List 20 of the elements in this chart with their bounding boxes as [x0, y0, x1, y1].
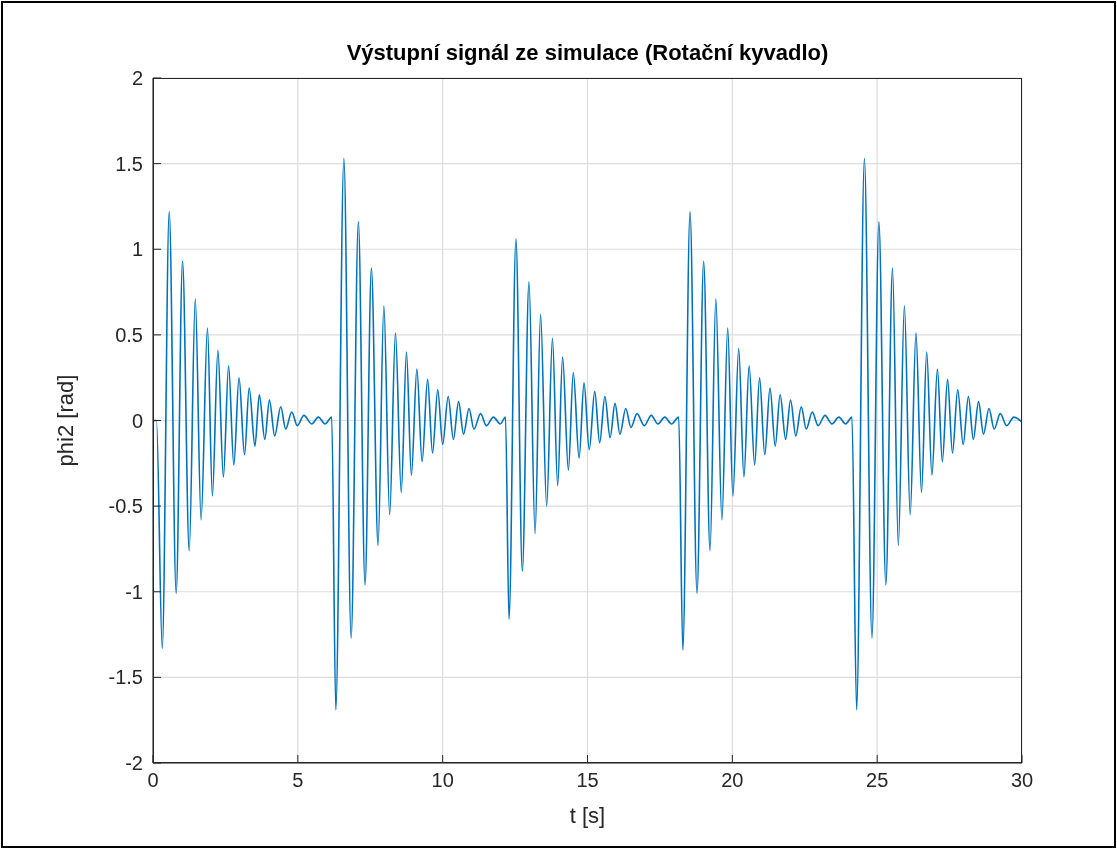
- x-tick-label: 30: [1010, 769, 1034, 792]
- y-tick-label: 2: [131, 67, 143, 90]
- x-tick-label: 20: [721, 769, 744, 792]
- x-tick-label: 25: [866, 769, 889, 792]
- y-tick-label: -0.5: [108, 495, 143, 518]
- y-tick-label: 1.5: [115, 152, 143, 175]
- x-tick-label: 10: [431, 769, 454, 792]
- x-tick-label: 0: [147, 769, 159, 792]
- y-tick-label: -2: [125, 752, 143, 775]
- y-tick-label: 0.5: [115, 323, 143, 346]
- chart-title: Výstupní signál ze simulace (Rotační kyvadlo): [345, 40, 830, 66]
- x-axis-title: t [s]: [569, 803, 606, 828]
- y-tick-label: -1.5: [108, 666, 143, 689]
- line-series: [153, 157, 1022, 711]
- y-tick-label: -1: [125, 580, 143, 603]
- y-tick-label: 1: [131, 238, 143, 261]
- y-axis-title: phi2 [rad]: [52, 374, 78, 467]
- x-tick-label: 15: [576, 769, 599, 792]
- y-tick-label: 0: [131, 409, 143, 432]
- x-tick-label: 5: [292, 769, 304, 792]
